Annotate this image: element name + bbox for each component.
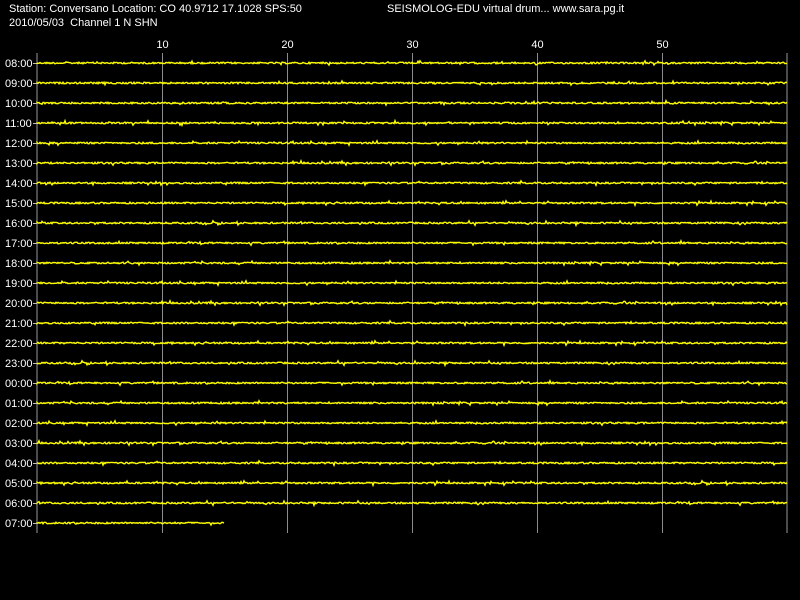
hour-label: 18:00 [5,258,33,270]
trace-20:00 [36,299,788,307]
hour-label: 07:00 [5,518,33,530]
trace-22:00 [36,339,788,348]
trace-01:00 [36,399,788,407]
trace-04:00 [36,459,788,468]
trace-06:00 [36,499,788,508]
hour-label: 01:00 [5,398,33,410]
trace-14:00 [36,179,788,188]
trace-02:00 [36,419,788,427]
trace-19:00 [36,279,788,287]
hour-label: 22:00 [5,338,33,350]
trace-21:00 [36,319,788,328]
trace-07:00 [36,521,225,527]
hour-label: 21:00 [5,318,33,330]
trace-18:00 [36,259,788,267]
hour-label: 12:00 [5,138,33,150]
hour-label: 09:00 [5,78,33,90]
trace-13:00 [36,159,788,167]
hour-label: 04:00 [5,458,33,470]
trace-10:00 [36,98,788,107]
hour-label: 06:00 [5,498,33,510]
hour-label: 00:00 [5,378,33,390]
hour-label: 02:00 [5,418,33,430]
trace-15:00 [36,199,788,208]
hour-label: 03:00 [5,438,33,450]
x-tick-label: 40 [531,39,543,51]
trace-03:00 [36,439,788,447]
hour-label: 23:00 [5,358,33,370]
hour-label: 20:00 [5,298,33,310]
x-tick-label: 50 [656,39,668,51]
traces-layer [36,59,788,527]
site-info: SEISMOLOG-EDU virtual drum... www.sara.p… [387,3,625,15]
hour-label: 14:00 [5,178,33,190]
trace-05:00 [36,479,788,488]
hour-label: 11:00 [5,118,32,130]
trace-11:00 [36,118,788,128]
hour-label: 13:00 [5,158,33,170]
hour-label: 15:00 [5,198,33,210]
trace-08:00 [36,59,788,67]
x-tick-label: 20 [281,39,293,51]
trace-09:00 [36,79,788,87]
trace-16:00 [36,219,788,228]
hour-label: 05:00 [5,478,33,490]
x-tick-label: 10 [156,39,168,51]
hour-label: 17:00 [5,238,33,250]
hour-label: 08:00 [5,58,33,70]
hour-labels: 08:00 09:00 10:00 11:00 12:00 13:00 14:00 15:00… [5,58,33,530]
date-channel-info: 2010/05/03 Channel 1 N SHN [9,17,158,29]
trace-12:00 [36,139,788,147]
x-tick-label: 30 [406,39,418,51]
trace-00:00 [36,378,788,387]
hour-label: 19:00 [5,278,33,290]
minute-ticks: 10 20 30 40 50 [156,39,668,51]
grid-layer [33,53,788,533]
hour-label: 16:00 [5,218,33,230]
hour-label: 10:00 [5,98,33,110]
trace-17:00 [36,238,788,247]
station-info: Station: Conversano Location: CO 40.9712… [9,3,302,15]
trace-23:00 [36,359,788,368]
